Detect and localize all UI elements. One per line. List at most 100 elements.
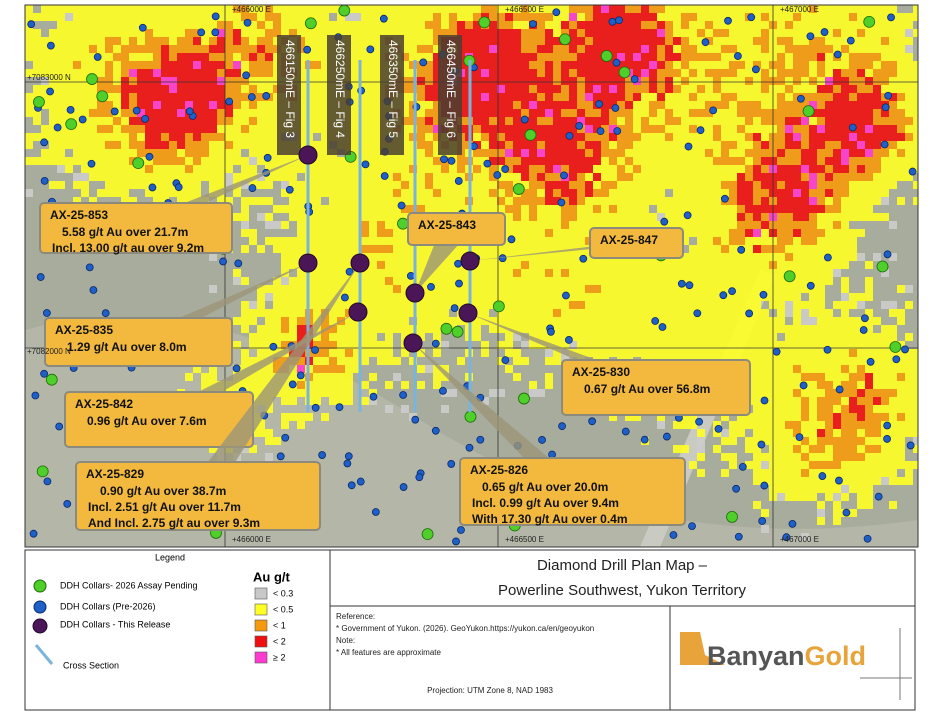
grade-cell <box>505 69 513 77</box>
grade-cell <box>849 5 857 13</box>
grade-cell <box>489 181 497 189</box>
grade-cell <box>161 77 169 85</box>
grade-cell <box>913 197 918 205</box>
grade-cell <box>321 357 329 365</box>
grade-cell <box>233 213 241 221</box>
grade-cell <box>249 237 257 245</box>
grade-cell <box>489 13 497 21</box>
grade-cell <box>633 333 641 341</box>
grade-cell <box>521 221 529 229</box>
grade-cell <box>713 445 721 453</box>
grade-cell <box>841 93 849 101</box>
grade-cell <box>265 285 273 293</box>
grade-cell <box>545 301 553 309</box>
grade-cell <box>689 349 697 357</box>
grade-cell <box>849 373 857 381</box>
grade-cell <box>153 109 161 117</box>
grade-cell <box>681 181 689 189</box>
grade-cell <box>505 205 513 213</box>
grade-cell <box>913 93 918 101</box>
grade-cell <box>713 277 721 285</box>
collar-pre-2026 <box>796 94 805 103</box>
grade-cell <box>265 341 273 349</box>
grade-cell <box>361 13 369 21</box>
grade-cell <box>33 109 41 117</box>
grade-cell <box>761 269 769 277</box>
grade-cell <box>361 69 369 77</box>
grade-cell <box>521 125 529 133</box>
grade-cell <box>585 133 593 141</box>
grade-cell <box>385 405 393 413</box>
grade-cell <box>833 397 841 405</box>
grade-cell <box>89 165 97 173</box>
grade-cell <box>625 21 633 29</box>
grade-cell <box>145 117 153 125</box>
grade-cell <box>617 293 625 301</box>
grade-cell <box>777 205 785 213</box>
grade-cell <box>393 197 401 205</box>
grade-cell <box>81 13 89 21</box>
grade-cell <box>145 13 153 21</box>
grade-cell <box>833 429 841 437</box>
grade-cell <box>905 413 913 421</box>
grade-cell <box>729 141 737 149</box>
grade-cell <box>697 173 705 181</box>
grade-cell <box>177 61 185 69</box>
grade-cell <box>889 117 897 125</box>
grade-cell <box>521 341 529 349</box>
grade-cell <box>497 325 505 333</box>
grade-cell <box>361 29 369 37</box>
grade-cell <box>353 149 361 157</box>
grade-cell <box>833 261 841 269</box>
grade-cell <box>489 253 497 261</box>
grade-cell <box>761 53 769 61</box>
collar-pre-2026 <box>483 159 492 168</box>
grade-cell <box>697 317 705 325</box>
grade-cell <box>297 21 305 29</box>
grade-cell <box>809 181 817 189</box>
grade-cell <box>225 165 233 173</box>
grade-cell <box>753 269 761 277</box>
grade-cell <box>297 181 305 189</box>
grade-cell <box>225 29 233 37</box>
grade-cell <box>857 165 865 173</box>
grade-cell <box>513 285 521 293</box>
grade-cell <box>441 293 449 301</box>
grade-cell <box>97 157 105 165</box>
grade-cell <box>177 21 185 29</box>
grade-cell <box>809 309 817 317</box>
grade-cell <box>449 277 457 285</box>
grade-cell <box>193 181 201 189</box>
grade-cell <box>433 141 441 149</box>
grade-cell <box>425 61 433 69</box>
grade-cell <box>705 125 713 133</box>
grade-cell <box>913 349 918 357</box>
grade-cell <box>185 173 193 181</box>
collar-pre-2026 <box>132 106 141 115</box>
grade-cell <box>737 229 745 237</box>
grade-cell <box>201 133 209 141</box>
grade-cell <box>401 381 409 389</box>
grade-cell <box>825 389 833 397</box>
grade-cell <box>153 53 161 61</box>
grade-cell <box>49 61 57 69</box>
grade-cell <box>161 37 169 45</box>
grade-cell <box>721 157 729 165</box>
grade-cell <box>873 37 881 45</box>
grade-cell <box>329 349 337 357</box>
grade-cell <box>513 269 521 277</box>
grade-cell <box>625 53 633 61</box>
grade-cell <box>265 53 273 61</box>
grade-cell <box>369 165 377 173</box>
grade-cell <box>361 5 369 13</box>
grade-cell <box>625 117 633 125</box>
grade-cell <box>729 301 737 309</box>
grade-cell <box>657 101 665 109</box>
grade-cell <box>905 85 913 93</box>
grade-cell <box>273 437 281 445</box>
grade-cell <box>841 413 849 421</box>
grade-cell <box>697 197 705 205</box>
grade-cell <box>641 301 649 309</box>
grade-cell <box>217 141 225 149</box>
grade-cell <box>601 29 609 37</box>
